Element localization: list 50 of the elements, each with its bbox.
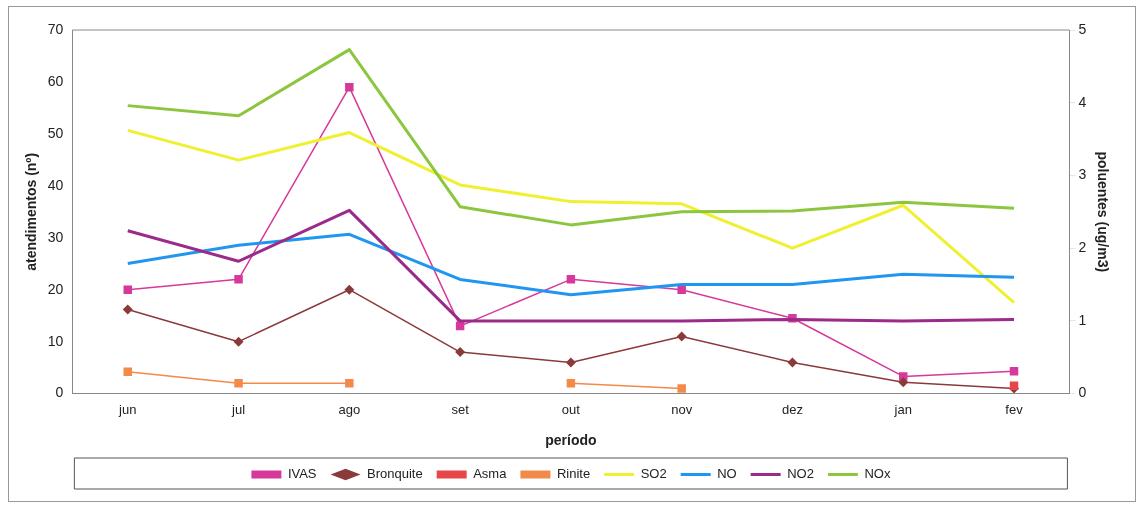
x-tick-label: jul bbox=[231, 401, 246, 417]
point bbox=[566, 275, 576, 284]
y-tick-label: 0 bbox=[55, 384, 64, 401]
point bbox=[345, 82, 354, 92]
legend-label: Bronquite bbox=[367, 466, 423, 482]
y-tick-label: 70 bbox=[47, 20, 64, 37]
x-axis-title: período bbox=[545, 432, 597, 449]
point bbox=[455, 347, 466, 358]
legend-label: NOx bbox=[864, 466, 891, 482]
x-tick-label: fev bbox=[1005, 401, 1024, 417]
x-tick-label: out bbox=[561, 401, 581, 417]
legend-label: Asma bbox=[473, 466, 508, 482]
y2-tick-label: 0 bbox=[1078, 384, 1087, 401]
x-tick-label: jun bbox=[118, 401, 137, 417]
y2-tick-label: 3 bbox=[1078, 166, 1087, 183]
x-tick-label: nov bbox=[671, 401, 693, 417]
y2-axis-title: poluentes (ug/m3) bbox=[1094, 151, 1111, 273]
y-tick-label: 30 bbox=[47, 228, 64, 245]
legend-label: NO2 bbox=[787, 466, 814, 482]
y-tick-label: 20 bbox=[47, 280, 64, 297]
x-tick-label: set bbox=[451, 401, 470, 417]
legend-label: SO2 bbox=[640, 466, 667, 482]
y2-tick-label: 2 bbox=[1078, 239, 1087, 256]
y2-tick-label: 1 bbox=[1078, 311, 1087, 328]
y-tick-label: 40 bbox=[47, 176, 64, 193]
y-tick-label: 10 bbox=[47, 332, 64, 349]
point bbox=[898, 377, 909, 388]
point bbox=[233, 336, 244, 347]
y2-tick-label: 4 bbox=[1078, 93, 1087, 110]
point bbox=[344, 284, 355, 295]
legend-label: NO bbox=[717, 466, 737, 482]
x-tick-label: dez bbox=[781, 401, 803, 417]
legend-label: Rinite bbox=[556, 466, 591, 482]
point bbox=[787, 357, 798, 368]
point bbox=[234, 275, 243, 284]
x-tick-label: jan bbox=[893, 401, 912, 417]
point bbox=[345, 378, 354, 388]
point bbox=[677, 384, 686, 393]
y-axis-title: atendimentos (nº) bbox=[23, 152, 40, 271]
y-tick-label: 60 bbox=[47, 72, 64, 89]
y-tick-label: 50 bbox=[47, 124, 64, 141]
x-tick-label: ago bbox=[338, 401, 361, 417]
point bbox=[1009, 367, 1019, 376]
y2-tick-label: 5 bbox=[1078, 20, 1087, 37]
point bbox=[234, 378, 243, 388]
point bbox=[565, 357, 576, 368]
point bbox=[122, 304, 133, 315]
point bbox=[676, 331, 687, 342]
point bbox=[123, 285, 133, 294]
legend-label: IVAS bbox=[287, 466, 317, 482]
